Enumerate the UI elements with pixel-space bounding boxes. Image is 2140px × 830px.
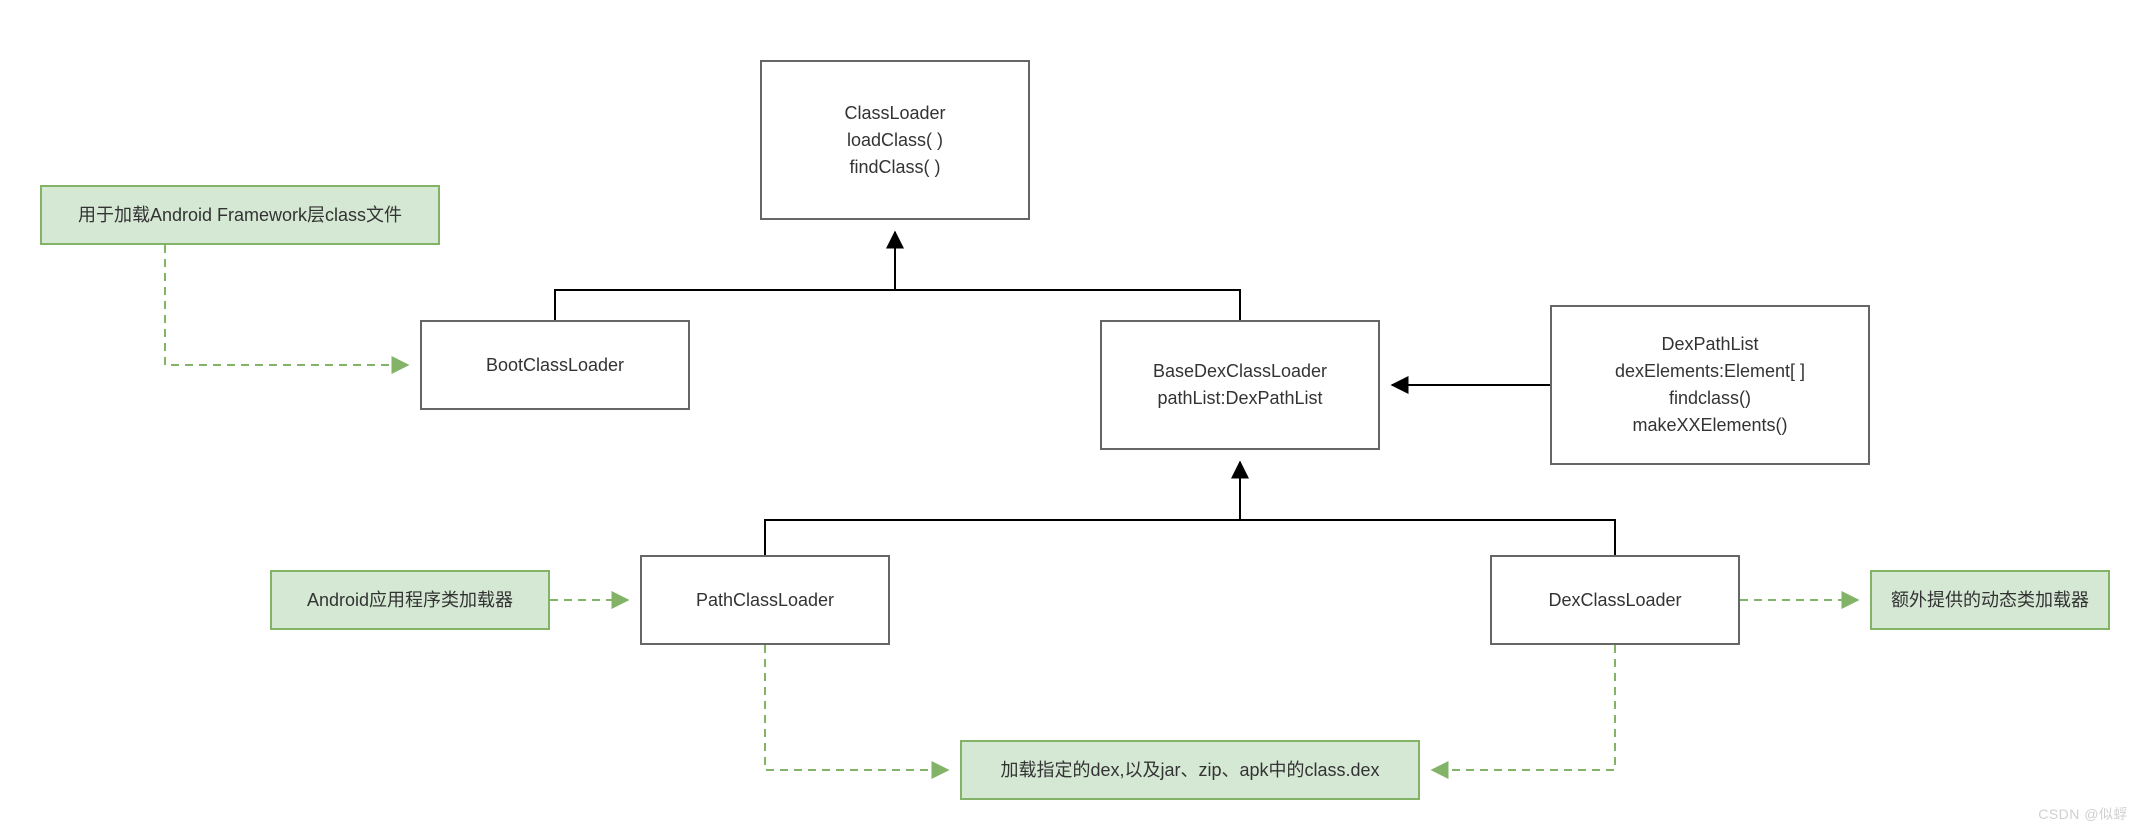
edge-dex-to-loaddex <box>1432 645 1615 770</box>
note-framework: 用于加载Android Framework层class文件 <box>40 185 440 245</box>
node-line: makeXXElements() <box>1632 412 1787 439</box>
note-app-loader: Android应用程序类加载器 <box>270 570 550 630</box>
node-line: BaseDexClassLoader <box>1153 358 1327 385</box>
watermark: CSDN @似蜉 <box>2038 804 2128 824</box>
node-path-class-loader: PathClassLoader <box>640 555 890 645</box>
node-line: pathList:DexPathList <box>1157 385 1322 412</box>
note-dynamic-loader: 额外提供的动态类加载器 <box>1870 570 2110 630</box>
node-boot-class-loader: BootClassLoader <box>420 320 690 410</box>
node-line: BootClassLoader <box>486 352 624 379</box>
node-line: PathClassLoader <box>696 587 834 614</box>
node-dex-class-loader: DexClassLoader <box>1490 555 1740 645</box>
node-line: DexPathList <box>1661 331 1758 358</box>
node-line: ClassLoader <box>844 100 945 127</box>
node-line: dexElements:Element[ ] <box>1615 358 1805 385</box>
note-load-dex: 加载指定的dex,以及jar、zip、apk中的class.dex <box>960 740 1420 800</box>
node-line: 额外提供的动态类加载器 <box>1891 587 2089 614</box>
node-dex-path-list: DexPathList dexElements:Element[ ] findc… <box>1550 305 1870 465</box>
node-line: 用于加载Android Framework层class文件 <box>78 202 402 229</box>
node-line: loadClass( ) <box>847 127 943 154</box>
edge-tier2-bar <box>765 520 1615 555</box>
diagram-canvas: ClassLoader loadClass( ) findClass( ) Bo… <box>0 0 2140 830</box>
edge-tier1-bar <box>555 290 1240 320</box>
node-line: DexClassLoader <box>1548 587 1681 614</box>
node-line: findClass( ) <box>849 154 940 181</box>
node-class-loader: ClassLoader loadClass( ) findClass( ) <box>760 60 1030 220</box>
node-line: 加载指定的dex,以及jar、zip、apk中的class.dex <box>1000 757 1379 784</box>
edge-path-to-loaddex <box>765 645 948 770</box>
edge-note-framework <box>165 245 408 365</box>
node-line: findclass() <box>1669 385 1751 412</box>
node-line: Android应用程序类加载器 <box>307 587 513 614</box>
node-base-dex-class-loader: BaseDexClassLoader pathList:DexPathList <box>1100 320 1380 450</box>
